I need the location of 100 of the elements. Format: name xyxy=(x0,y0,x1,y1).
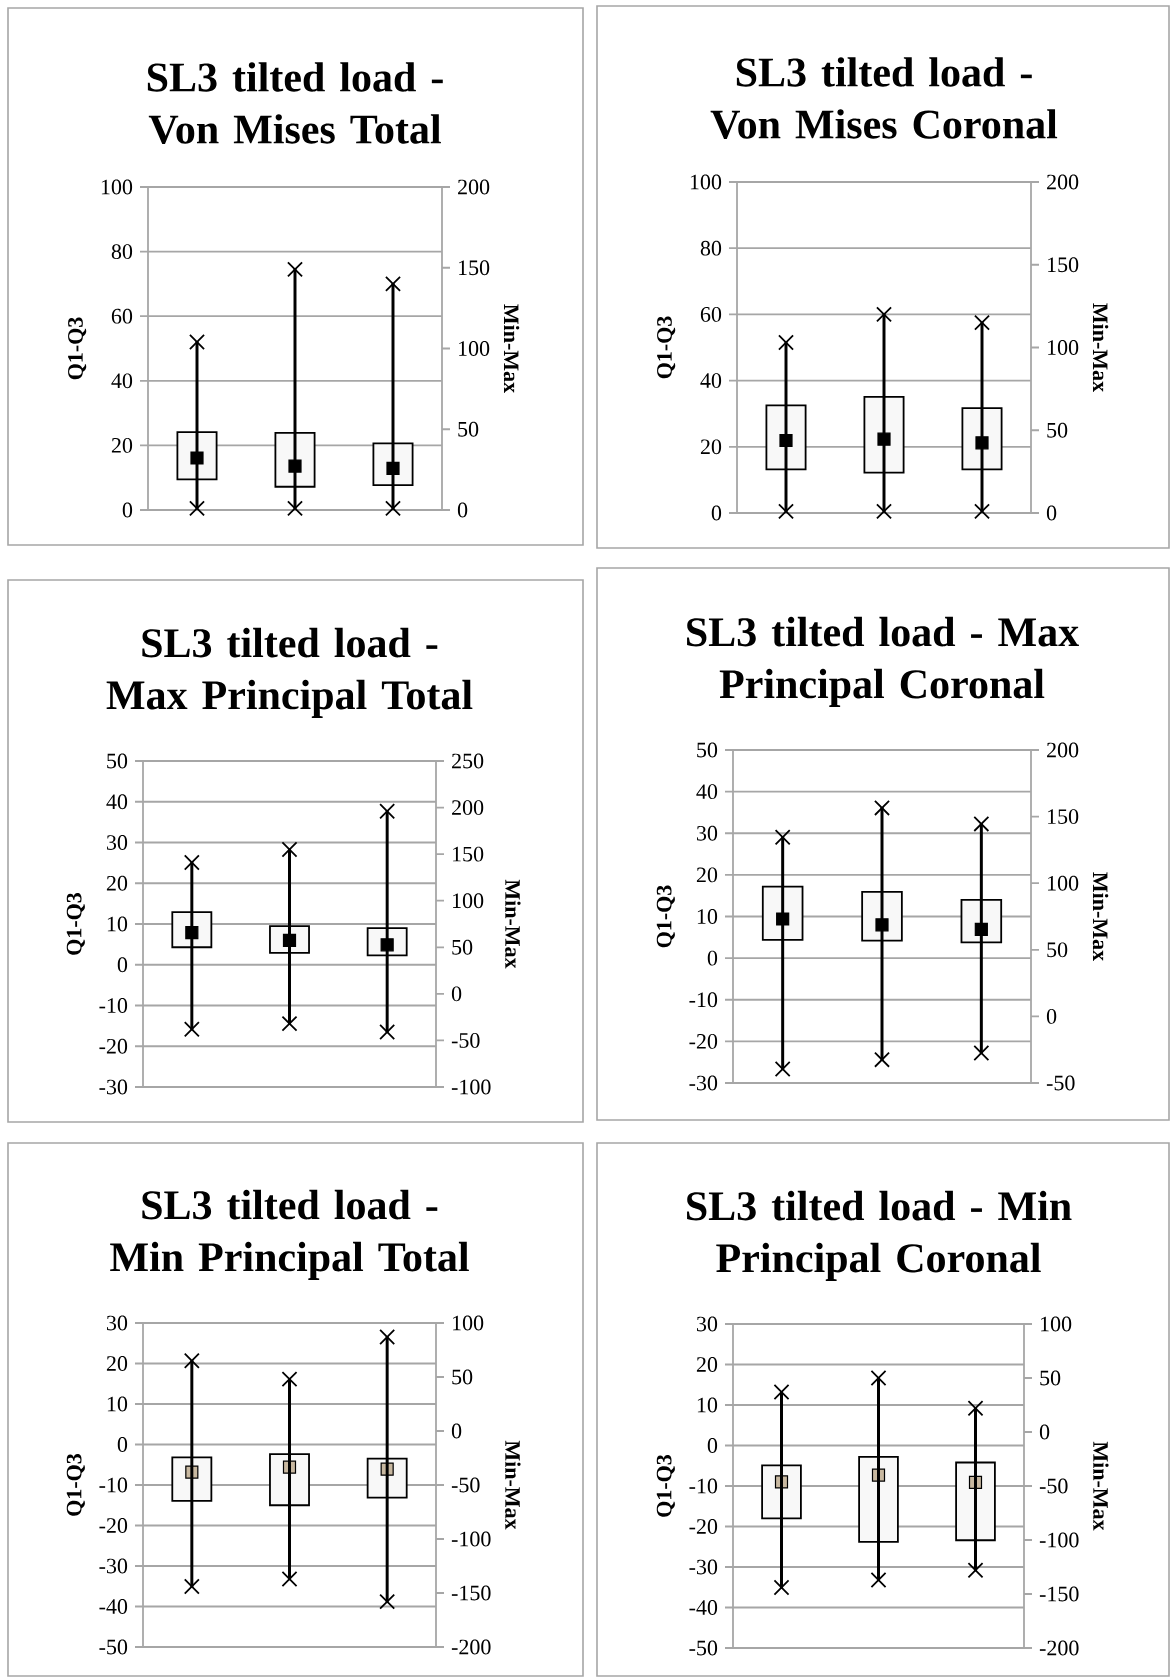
y-tick-label: 60 xyxy=(700,306,722,322)
y2-axis-title: Min-Max xyxy=(1092,303,1109,392)
point xyxy=(874,1051,890,1068)
point xyxy=(973,815,990,832)
point xyxy=(876,503,892,520)
y-tick-label: 10 xyxy=(697,909,718,924)
y2-tick-label: -100 xyxy=(451,1079,491,1095)
y-tick-label: 30 xyxy=(697,825,718,841)
y2-tick-label: 50 xyxy=(1047,942,1068,958)
y-tick-label: 80 xyxy=(111,244,133,260)
y2-tick-label: 150 xyxy=(1048,257,1079,273)
y2-tick-label: -200 xyxy=(451,1639,491,1655)
chart-title: SL3 tilted load - Min Principal Coronal xyxy=(687,1190,1072,1281)
chart-title: SL3 tilted load - Von Mises Coronal xyxy=(710,57,1058,139)
y2-tick-label: 150 xyxy=(453,846,484,862)
y-tick-label: 20 xyxy=(696,1357,718,1372)
point xyxy=(379,803,396,820)
y2-tick-label: 0 xyxy=(457,502,468,518)
y2-tick-label: -50 xyxy=(1046,1075,1075,1091)
y-tick-label: 30 xyxy=(697,1316,718,1332)
y2-axis-title: Min-Max xyxy=(1093,1441,1109,1531)
y2-tick-label: 200 xyxy=(1047,742,1079,758)
y-tick-label: 10 xyxy=(107,916,128,932)
y2-tick-label: 200 xyxy=(458,179,490,195)
y-tick-label: 20 xyxy=(106,1356,128,1371)
y2-tick-label: 50 xyxy=(452,939,473,955)
y-tick-label: 40 xyxy=(696,784,718,800)
point xyxy=(379,1024,396,1041)
y2-axis-title: Min-Max xyxy=(503,304,520,393)
y2-tick-label: 100 xyxy=(1048,340,1079,355)
chart-title: SL3 tilted load - Von Mises Total xyxy=(147,62,443,144)
y2-tick-label: 0 xyxy=(451,986,462,1002)
y2-tick-label: 50 xyxy=(1047,422,1068,438)
point xyxy=(874,799,890,816)
y-tick-label: 30 xyxy=(107,1315,128,1331)
y-tick-label: 0 xyxy=(117,957,128,973)
chart-title: SL3 tilted load - Max Principal Coronal xyxy=(687,616,1079,707)
point xyxy=(287,261,303,278)
y-tick-label: -30 xyxy=(99,1079,128,1095)
y2-tick-label: 0 xyxy=(1046,505,1057,521)
y-tick-label: 0 xyxy=(707,1438,718,1453)
point xyxy=(385,275,401,292)
point xyxy=(189,500,205,517)
y-tick-label: 50 xyxy=(697,742,718,758)
y-tick-label: 20 xyxy=(106,875,128,891)
y-tick-label: 100 xyxy=(690,174,722,190)
y2-tick-label: 100 xyxy=(1041,1316,1072,1332)
point xyxy=(875,918,889,932)
point xyxy=(973,1045,990,1061)
y-tick-label: 0 xyxy=(711,505,722,521)
point xyxy=(189,334,205,350)
chart-title: SL3 tilted load - Max Principal Total xyxy=(106,627,473,718)
y2-axis-title: Min-Max xyxy=(1092,872,1109,961)
point xyxy=(774,829,791,846)
y2-tick-label: 0 xyxy=(1039,1424,1050,1440)
y-axis-title: Q1-Q3 xyxy=(66,1453,85,1516)
y-tick-label: -30 xyxy=(99,1558,128,1574)
y-tick-label: 100 xyxy=(101,179,133,195)
y-tick-label: 0 xyxy=(707,950,718,966)
y2-axis-title: Min-Max xyxy=(505,1440,521,1530)
y2-tick-label: 50 xyxy=(458,421,479,437)
y-axis-title: Q1-Q3 xyxy=(656,885,675,948)
y-tick-label: 0 xyxy=(122,502,133,518)
y-tick-label: -10 xyxy=(689,1478,718,1494)
point xyxy=(778,334,794,351)
y2-tick-label: -100 xyxy=(1039,1532,1079,1548)
point xyxy=(385,500,401,517)
y2-tick-label: -50 xyxy=(1039,1478,1068,1494)
y2-tick-label: 50 xyxy=(1040,1370,1061,1386)
y2-tick-label: 100 xyxy=(453,893,484,909)
point xyxy=(773,1384,790,1401)
y2-tick-label: -150 xyxy=(1039,1586,1079,1602)
y-tick-label: 10 xyxy=(107,1396,128,1412)
y2-tick-label: 0 xyxy=(451,1423,462,1439)
point xyxy=(281,1570,298,1587)
y-tick-label: -30 xyxy=(689,1559,718,1575)
y-tick-label: -20 xyxy=(689,1519,718,1534)
point xyxy=(281,1371,298,1388)
y2-tick-label: -50 xyxy=(451,1033,480,1048)
y-tick-label: 20 xyxy=(696,867,718,883)
y-tick-label: -20 xyxy=(689,1033,718,1049)
y-tick-label: -10 xyxy=(689,992,718,1008)
y2-tick-label: 100 xyxy=(459,341,490,356)
y-tick-label: -10 xyxy=(99,1477,128,1493)
point xyxy=(183,1021,200,1038)
point xyxy=(870,1370,887,1386)
y2-tick-label: -100 xyxy=(451,1531,491,1547)
point xyxy=(773,1579,790,1596)
y-tick-label: 60 xyxy=(111,308,133,324)
y-tick-label: 40 xyxy=(700,373,722,389)
chart-title: SL3 tilted load - Min Principal Total xyxy=(110,1189,469,1280)
y-axis-title: Q1-Q3 xyxy=(657,316,676,379)
y-tick-label: -40 xyxy=(99,1599,128,1614)
y-tick-label: -10 xyxy=(99,998,128,1013)
y2-tick-label: 250 xyxy=(452,753,484,769)
y2-tick-label: 100 xyxy=(1048,875,1079,891)
point xyxy=(967,1400,984,1417)
point xyxy=(870,1571,887,1588)
y-tick-label: 10 xyxy=(697,1397,718,1413)
point xyxy=(974,503,990,520)
